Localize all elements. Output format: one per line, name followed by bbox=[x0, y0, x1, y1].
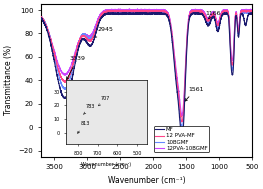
Text: 1166: 1166 bbox=[205, 11, 221, 19]
MF bbox=[144, 11, 147, 14]
MF bbox=[84, 40, 88, 42]
10BGMF bbox=[39, 15, 43, 18]
12 PVA-MF bbox=[117, 10, 120, 12]
Text: 1561: 1561 bbox=[185, 87, 204, 101]
12PVA-10BGMF bbox=[136, 8, 139, 10]
12 PVA-MF bbox=[98, 17, 101, 20]
12 PVA-MF bbox=[180, 121, 183, 123]
12PVA-10BGMF bbox=[42, 19, 45, 21]
12PVA-10BGMF bbox=[251, 10, 254, 12]
Line: 10BGMF: 10BGMF bbox=[41, 11, 252, 129]
12 PVA-MF bbox=[251, 10, 254, 12]
Y-axis label: Transmittance (%): Transmittance (%) bbox=[4, 45, 13, 115]
10BGMF bbox=[84, 34, 88, 36]
Text: 3339: 3339 bbox=[67, 57, 85, 79]
12PVA-10BGMF bbox=[180, 115, 184, 117]
12 PVA-MF bbox=[84, 36, 88, 39]
Line: 12 PVA-MF: 12 PVA-MF bbox=[41, 10, 252, 122]
X-axis label: Wavenumber (cm⁻¹): Wavenumber (cm⁻¹) bbox=[108, 176, 185, 185]
12PVA-10BGMF bbox=[207, 17, 210, 19]
10BGMF bbox=[129, 10, 132, 12]
10BGMF bbox=[72, 64, 75, 67]
10BGMF bbox=[251, 11, 254, 13]
MF bbox=[39, 17, 43, 19]
MF bbox=[117, 12, 120, 14]
12 PVA-MF bbox=[42, 18, 45, 20]
10BGMF bbox=[180, 128, 184, 130]
10BGMF bbox=[207, 22, 210, 24]
12PVA-10BGMF bbox=[72, 58, 75, 60]
12 PVA-MF bbox=[132, 9, 135, 11]
MF bbox=[181, 138, 184, 140]
Line: 12PVA-10BGMF: 12PVA-10BGMF bbox=[41, 9, 252, 116]
10BGMF bbox=[42, 18, 45, 21]
12PVA-10BGMF bbox=[98, 15, 101, 17]
MF bbox=[98, 20, 101, 23]
MF bbox=[207, 24, 210, 26]
MF bbox=[251, 12, 254, 15]
12PVA-10BGMF bbox=[117, 9, 120, 11]
12 PVA-MF bbox=[207, 19, 210, 21]
MF bbox=[72, 72, 75, 74]
Text: 2945: 2945 bbox=[94, 27, 114, 37]
12PVA-10BGMF bbox=[84, 33, 88, 36]
MF bbox=[42, 21, 45, 23]
10BGMF bbox=[98, 18, 101, 20]
12PVA-10BGMF bbox=[39, 15, 43, 17]
Line: MF: MF bbox=[41, 12, 252, 139]
Legend: MF, 12 PVA-MF, 10BGMF, 12PVA-10BGMF: MF, 12 PVA-MF, 10BGMF, 12PVA-10BGMF bbox=[154, 126, 209, 152]
10BGMF bbox=[117, 11, 120, 14]
12 PVA-MF bbox=[39, 16, 43, 18]
12 PVA-MF bbox=[72, 61, 75, 64]
